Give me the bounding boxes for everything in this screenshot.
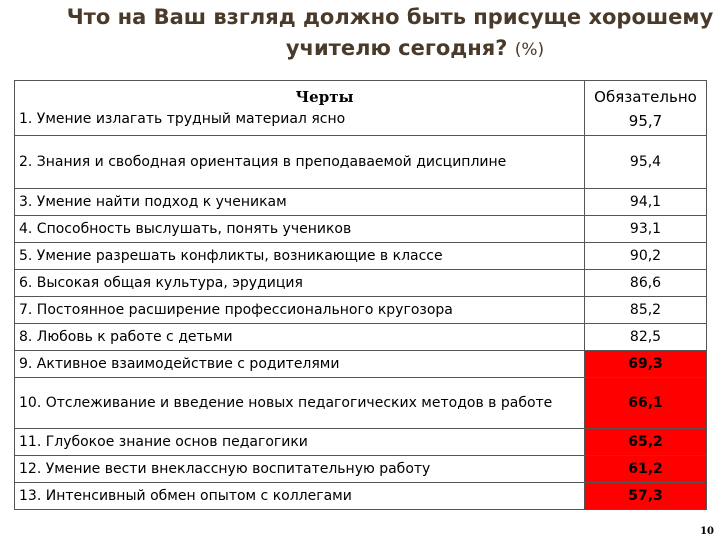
trait-name: 4. Способность выслушать, понять ученико… — [14, 215, 585, 243]
table-row: 4. Способность выслушать, понять ученико… — [14, 215, 707, 243]
table-row: 7. Постоянное расширение профессионально… — [14, 296, 707, 324]
title-line-2-text: учителю сегодня? — [285, 36, 508, 60]
trait-value-highlighted: 69,3 — [584, 350, 707, 378]
table-row: 9. Активное взаимодействие с родителями … — [14, 350, 707, 378]
trait-value-highlighted: 61,2 — [584, 455, 707, 483]
trait-name: 12. Умение вести внеклассную воспитатель… — [14, 455, 585, 483]
table-row: 12. Умение вести внеклассную воспитатель… — [14, 455, 707, 483]
trait-name: 2. Знания и свободная ориентация в препо… — [14, 135, 585, 189]
trait-value-highlighted: 66,1 — [584, 377, 707, 429]
trait-cell: Черты 1. Умение излагать трудный материа… — [14, 80, 585, 136]
trait-name: 7. Постоянное расширение профессионально… — [14, 296, 585, 324]
trait-name: 10. Отслеживание и введение новых педаго… — [14, 377, 585, 429]
trait-value: 94,1 — [584, 188, 707, 216]
column-header-traits: Черты — [295, 88, 354, 106]
trait-value: 90,2 — [584, 242, 707, 270]
table-row: 11. Глубокое знание основ педагогики 65,… — [14, 428, 707, 456]
title-line-1: Что на Ваш взгляд должно быть присуще хо… — [66, 5, 714, 29]
trait-name: 3. Умение найти подход к ученикам — [14, 188, 585, 216]
table-row: 6. Высокая общая культура, эрудиция 86,6 — [14, 269, 707, 297]
table-row: 2. Знания и свободная ориентация в препо… — [14, 135, 707, 189]
trait-name: 8. Любовь к работе с детьми — [14, 323, 585, 351]
trait-name: 13. Интенсивный обмен опытом с коллегами — [14, 482, 585, 510]
trait-value: 85,2 — [584, 296, 707, 324]
title-unit: (%) — [514, 40, 545, 60]
trait-value: 95,7 — [628, 112, 663, 130]
trait-value: 93,1 — [584, 215, 707, 243]
trait-value-highlighted: 57,3 — [584, 482, 707, 510]
table-row: 5. Умение разрешать конфликты, возникающ… — [14, 242, 707, 270]
table-row: 10. Отслеживание и введение новых педаго… — [14, 377, 707, 429]
trait-value: 86,6 — [584, 269, 707, 297]
trait-name: 11. Глубокое знание основ педагогики — [14, 428, 585, 456]
table-row: 8. Любовь к работе с детьми 82,5 — [14, 323, 707, 351]
table-row: 13. Интенсивный обмен опытом с коллегами… — [14, 482, 707, 510]
value-cell: Обязательно 95,7 — [584, 80, 707, 136]
title-line-2: учителю сегодня? (%) — [0, 33, 720, 66]
traits-table: Черты 1. Умение излагать трудный материа… — [14, 80, 707, 510]
trait-value: 82,5 — [584, 323, 707, 351]
trait-name: 1. Умение излагать трудный материал ясно — [19, 111, 346, 127]
trait-name: 5. Умение разрешать конфликты, возникающ… — [14, 242, 585, 270]
trait-value-highlighted: 65,2 — [584, 428, 707, 456]
page-title: Что на Ваш взгляд должно быть присуще хо… — [0, 2, 720, 66]
trait-value: 95,4 — [584, 135, 707, 189]
table-row: Черты 1. Умение излагать трудный материа… — [14, 80, 707, 136]
trait-name: 9. Активное взаимодействие с родителями — [14, 350, 585, 378]
page-number: 10 — [700, 526, 714, 537]
table-row: 3. Умение найти подход к ученикам 94,1 — [14, 188, 707, 216]
column-header-required: Обязательно — [594, 88, 697, 106]
trait-name: 6. Высокая общая культура, эрудиция — [14, 269, 585, 297]
